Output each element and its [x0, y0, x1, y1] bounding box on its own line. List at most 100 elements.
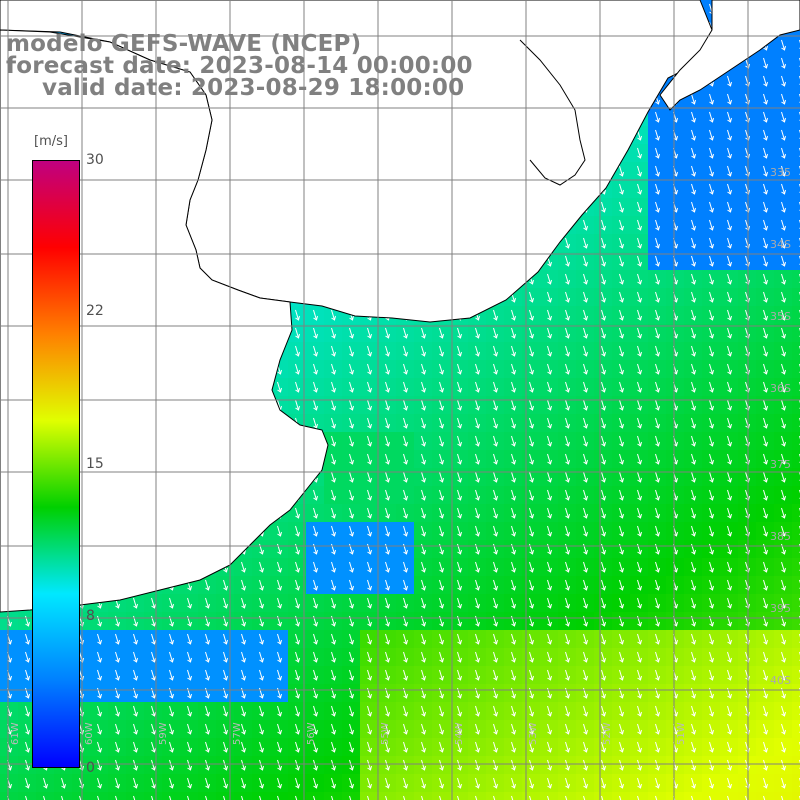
wind-arrow — [511, 453, 516, 465]
wind-arrow — [691, 237, 696, 249]
wind-arrow — [655, 327, 660, 339]
wind-arrow — [709, 525, 714, 537]
wind-arrow — [529, 345, 534, 357]
wind-arrow — [691, 327, 696, 339]
wind-arrow — [709, 399, 714, 411]
wind-arrow — [619, 705, 624, 717]
wind-arrow — [691, 201, 696, 213]
wind-arrow — [133, 597, 138, 609]
wind-arrow — [97, 777, 102, 789]
wind-arrow — [619, 237, 624, 249]
wind-arrow — [691, 633, 696, 645]
wind-arrow — [475, 345, 480, 357]
wind-speed-cell — [792, 180, 800, 198]
wind-arrow — [529, 327, 534, 339]
wind-arrow — [601, 579, 606, 591]
wind-speed-cell — [504, 792, 522, 800]
wind-arrow — [547, 759, 552, 771]
wind-arrow — [385, 795, 388, 800]
wind-arrow — [349, 327, 354, 339]
wind-arrow — [205, 741, 210, 753]
wind-arrow — [295, 723, 300, 735]
wind-arrow — [691, 723, 696, 735]
wind-arrow — [25, 723, 30, 735]
wind-arrow — [475, 363, 480, 375]
wind-arrow — [781, 741, 786, 753]
wind-arrow — [349, 435, 354, 447]
wind-arrow — [43, 777, 48, 789]
wind-speed-cell — [576, 792, 594, 800]
wind-speed-cell — [612, 792, 630, 800]
wind-arrow — [367, 597, 372, 609]
wind-speed-cell — [792, 432, 800, 450]
wind-arrow — [655, 561, 660, 573]
wind-arrow — [601, 453, 606, 465]
wind-arrow — [169, 651, 174, 663]
wind-arrow — [421, 327, 426, 339]
wind-arrow — [781, 75, 786, 87]
wind-arrow — [781, 633, 786, 645]
wind-arrow — [619, 597, 624, 609]
wind-arrow — [241, 633, 246, 645]
wind-arrow — [781, 327, 786, 339]
wind-arrow — [619, 741, 624, 753]
wind-arrow — [547, 273, 552, 285]
wind-arrow — [187, 651, 192, 663]
colorbar-tick: 0 — [86, 760, 95, 776]
wind-arrow — [709, 417, 714, 429]
wind-arrow — [241, 759, 246, 771]
wind-arrow — [691, 741, 696, 753]
wind-arrow — [115, 651, 120, 663]
wind-speed-cell — [792, 288, 800, 306]
wind-arrow — [529, 741, 534, 753]
wind-arrow — [457, 633, 462, 645]
wind-arrow — [619, 201, 624, 213]
wind-arrow — [763, 129, 768, 141]
wind-arrow — [601, 759, 606, 771]
wind-arrow — [313, 417, 318, 429]
wind-arrow — [475, 759, 480, 771]
wind-arrow — [25, 777, 30, 789]
wind-arrow — [331, 309, 336, 321]
wind-arrow — [169, 669, 174, 681]
wind-arrow — [709, 579, 714, 591]
wind-arrow — [133, 705, 138, 717]
wind-arrow — [763, 57, 768, 69]
wind-speed-cell — [792, 90, 800, 108]
wind-arrow — [655, 453, 660, 465]
wind-arrow — [511, 399, 516, 411]
wind-arrow — [619, 327, 624, 339]
wind-arrow — [259, 759, 264, 771]
wind-speed-cell — [648, 792, 666, 800]
wind-arrow — [529, 453, 534, 465]
wind-arrow — [511, 345, 516, 357]
wind-arrow — [529, 651, 534, 663]
wind-arrow — [529, 669, 534, 681]
wind-arrow — [655, 183, 660, 195]
wind-arrow — [691, 651, 696, 663]
wind-speed-cell — [792, 648, 800, 666]
wind-arrow — [709, 759, 714, 771]
wind-arrow — [205, 633, 210, 645]
wind-arrow — [403, 345, 408, 357]
wind-arrow — [691, 453, 696, 465]
wind-arrow — [727, 201, 732, 213]
wind-arrow — [295, 705, 300, 717]
wind-arrow — [313, 579, 318, 591]
wind-arrow — [691, 345, 696, 357]
wind-arrow — [151, 723, 156, 735]
wind-arrow — [259, 561, 264, 573]
wind-arrow — [475, 417, 480, 429]
wind-arrow — [637, 309, 642, 321]
wind-arrow — [439, 453, 444, 465]
wind-arrow — [709, 435, 714, 447]
colorbar-tick: 30 — [86, 152, 104, 168]
wind-arrow — [709, 327, 714, 339]
wind-arrow — [637, 255, 642, 267]
wind-arrow — [637, 651, 642, 663]
wind-speed-cell — [180, 792, 198, 800]
wind-arrow — [223, 597, 228, 609]
wind-arrow — [133, 741, 138, 753]
wind-arrow — [115, 723, 120, 735]
wind-arrow — [727, 75, 732, 87]
